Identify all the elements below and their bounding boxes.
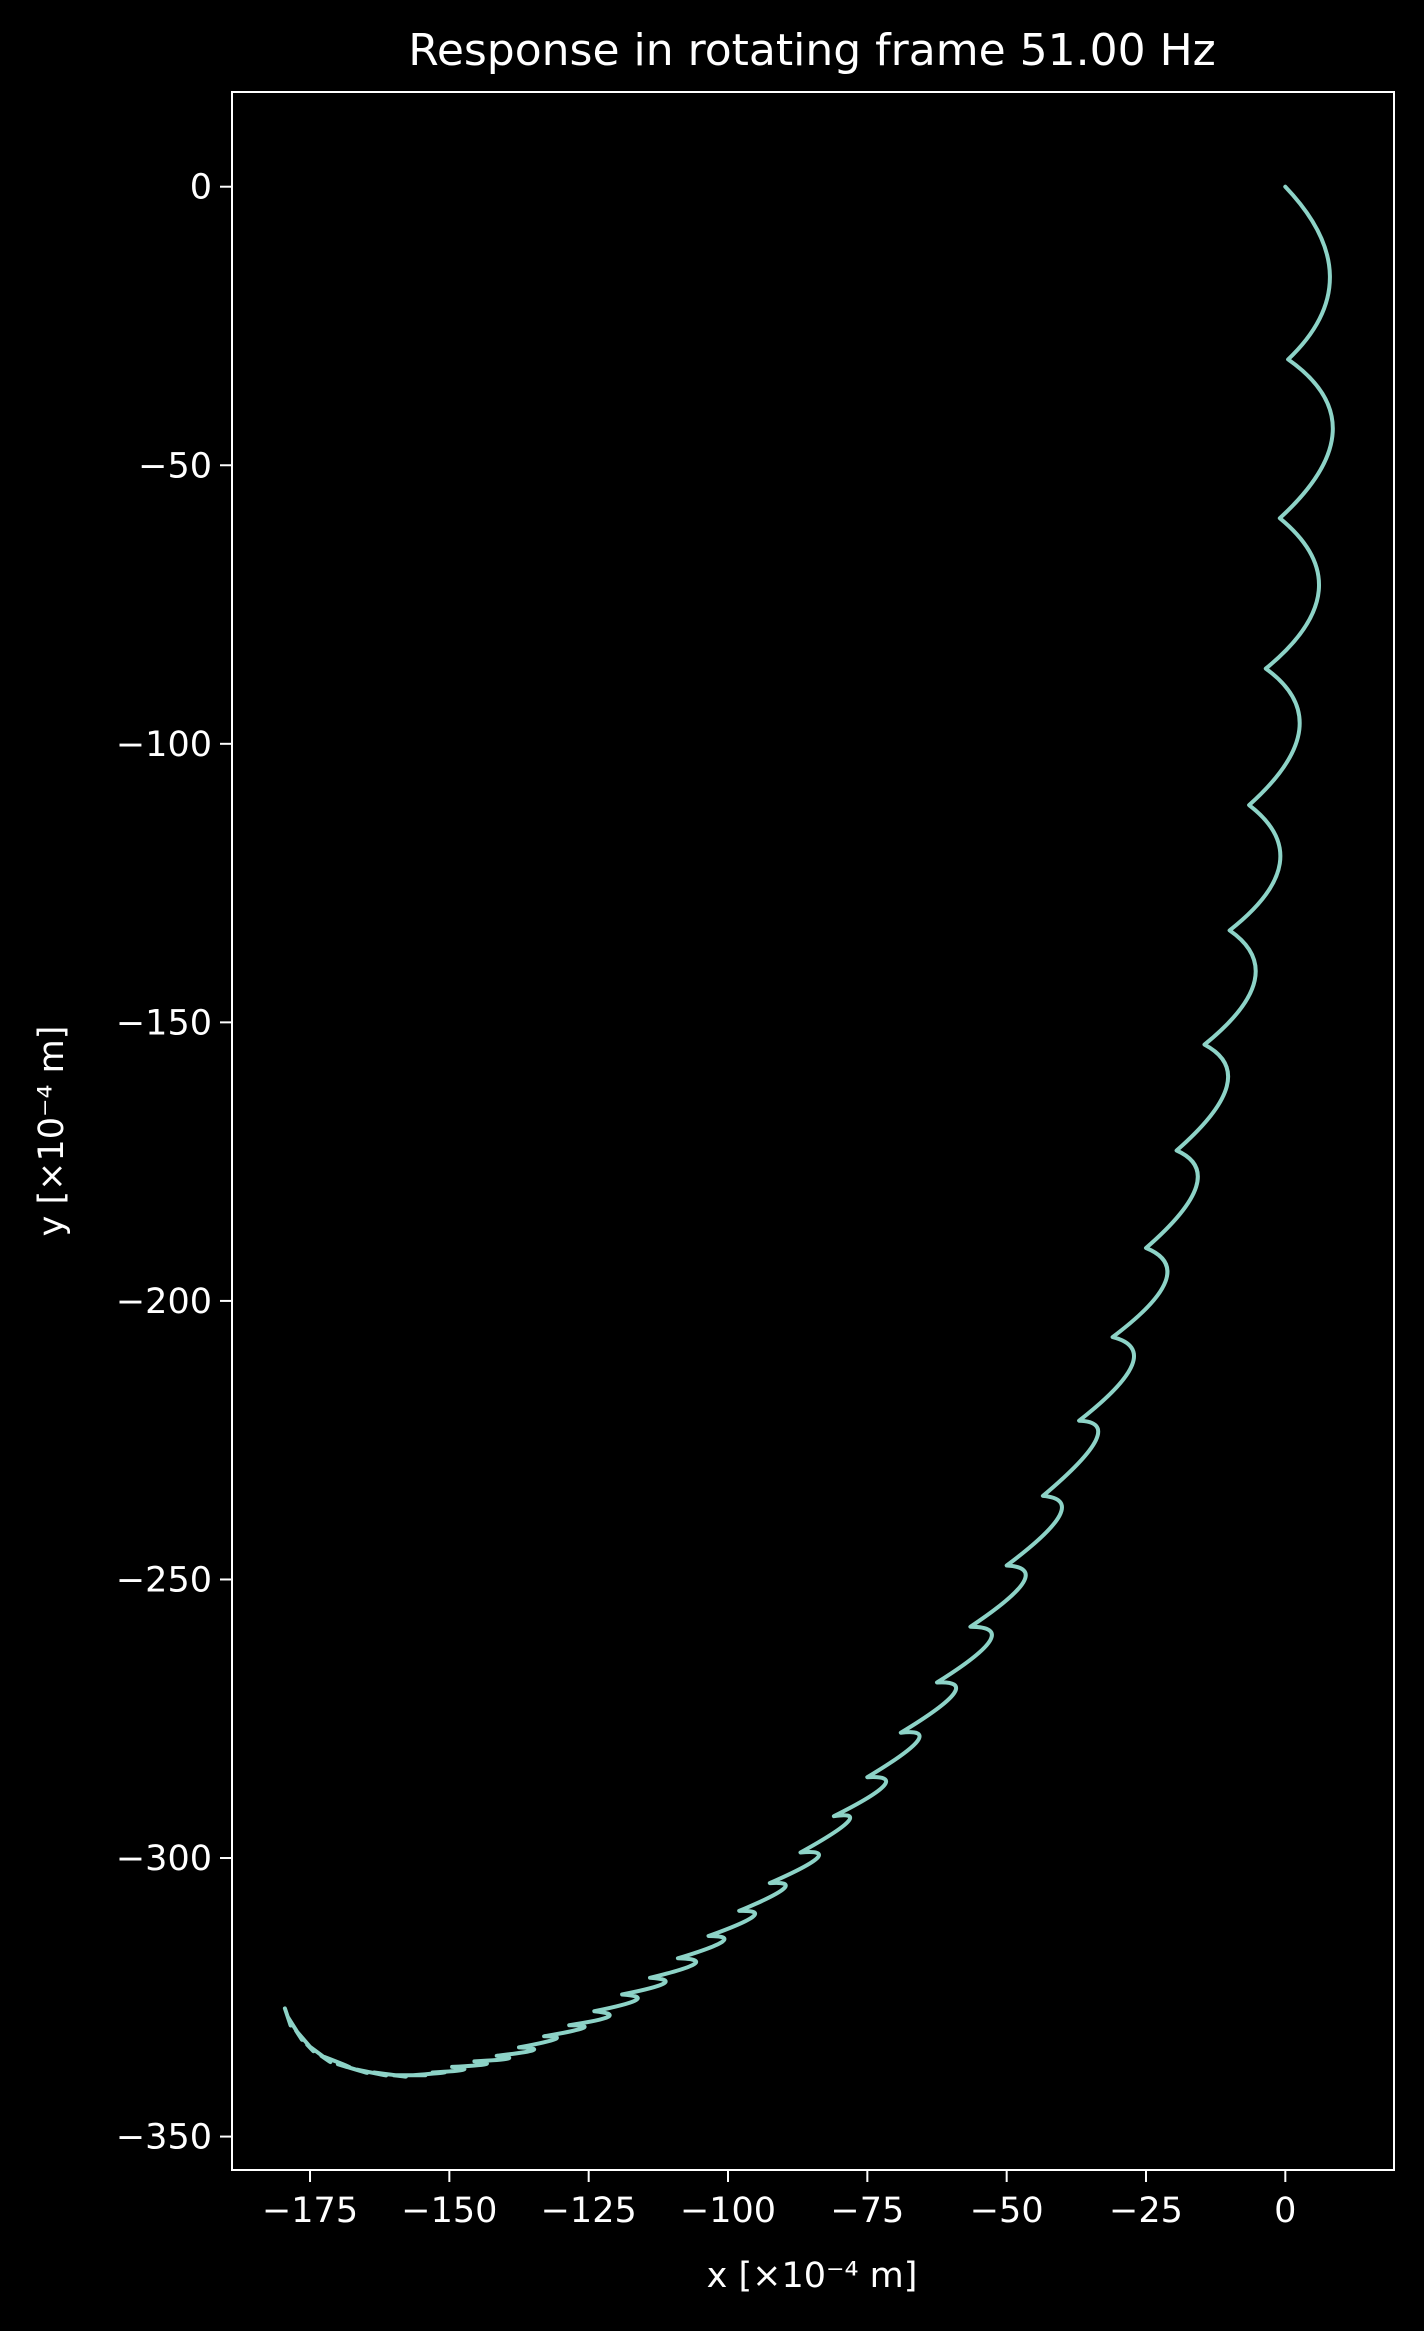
x-tick-label: −75 <box>830 2191 904 2231</box>
plot-area <box>282 184 1335 2079</box>
x-tick-label: −100 <box>680 2191 776 2231</box>
x-tick-label: −25 <box>1109 2191 1183 2231</box>
series-trajectory-line <box>282 184 1335 2079</box>
x-axis: −175 −150 −125 −100 −75 −50 −25 0 <box>262 2170 1296 2231</box>
y-tick-label: −300 <box>116 1839 212 1879</box>
y-axis-label: y [×10⁻⁴ m] <box>32 1026 72 1237</box>
y-tick-label: −250 <box>116 1560 212 1600</box>
x-tick-label: −125 <box>541 2191 637 2231</box>
y-axis: 0 −50 −100 −150 −200 −250 −300 −350 <box>116 168 232 2158</box>
x-tick-label: −50 <box>970 2191 1044 2231</box>
y-tick-label: −100 <box>116 725 212 765</box>
plot-frame <box>231 91 1395 2171</box>
x-tick-label: 0 <box>1274 2191 1296 2231</box>
y-tick-label: −200 <box>116 1282 212 1322</box>
x-axis-label: x [×10⁻⁴ m] <box>707 2256 918 2296</box>
y-tick-label: −50 <box>138 446 212 486</box>
x-tick-label: −175 <box>262 2191 358 2231</box>
y-tick-label: 0 <box>190 168 212 208</box>
x-tick-label: −150 <box>401 2191 497 2231</box>
chart-title: Response in rotating frame 51.00 Hz <box>408 25 1216 76</box>
y-tick-label: −350 <box>116 2118 212 2158</box>
y-tick-label: −150 <box>116 1003 212 1043</box>
